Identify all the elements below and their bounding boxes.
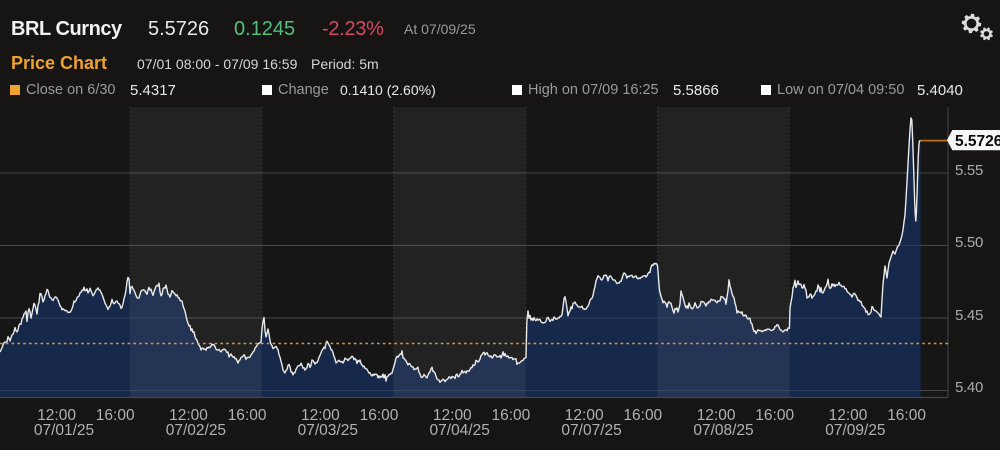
svg-text:5.5726: 5.5726 [955,133,1000,150]
